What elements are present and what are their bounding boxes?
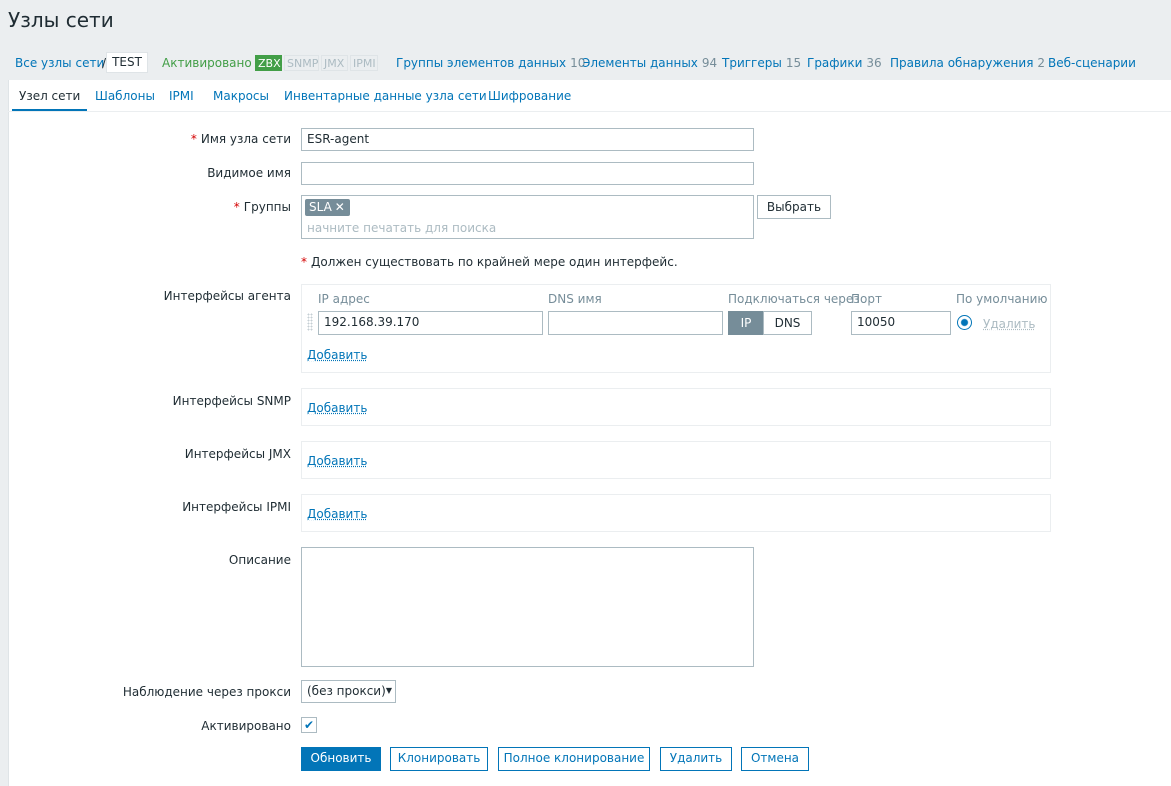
nav-item[interactable]: Триггеры 15 [722,56,801,70]
nav-link[interactable]: Триггеры [722,56,782,70]
tab[interactable]: Шаблоны [95,89,155,103]
dns-input[interactable] [548,311,723,335]
availability-badge: ZBX [255,55,282,71]
availability-badge: SNMP [284,55,319,71]
nav-item[interactable]: Элементы данных 94 [582,56,717,70]
button[interactable]: Клонировать [390,747,488,771]
note-text: Должен существовать по крайней мере один… [311,255,678,269]
nav-count: 10 [570,56,586,70]
availability-badge: IPMI [350,55,378,71]
field-label: Описание [228,553,291,567]
text-input[interactable]: ESR-agent [301,128,754,151]
ip-input[interactable]: 192.168.39.170 [318,311,543,335]
nav-item[interactable]: Группы элементов данных 10 [396,56,585,70]
placeholder: начните печатать для поиска [307,221,497,235]
tab[interactable]: Шифрование [488,89,572,103]
field-label: Интерфейсы IPMI [182,500,291,514]
default-radio[interactable] [957,315,972,330]
multiselect[interactable] [301,195,754,239]
nav-count: 94 [701,56,718,70]
nav-item[interactable]: Графики 36 [807,56,882,70]
remove-link[interactable]: Удалить [983,317,1036,331]
nav-count: 2 [1037,56,1046,70]
nav-link[interactable]: Группы элементов данных [396,56,567,70]
text-input[interactable] [301,162,754,185]
breadcrumb-separator: / [102,56,107,70]
availability-badge: JMX [321,55,348,71]
field-label: Наблюдение через прокси [122,685,291,699]
add-link[interactable]: Добавить [307,401,368,415]
field-label: Интерфейсы SNMP [172,394,291,408]
label-text: Группы [243,200,291,214]
select-arrow: ▼ [385,686,392,695]
tag-remove-icon[interactable]: ✕ [334,200,345,214]
nav-link[interactable]: Графики [807,56,863,70]
tab-active[interactable]: Узел сети [12,82,88,111]
breadcrumb-link[interactable]: Все узлы сети [15,56,105,70]
proxy-select[interactable]: (без прокси) ▼ [301,680,396,703]
column-header: По умолчанию [956,292,1048,306]
button[interactable]: Отмена [741,747,809,771]
port-input[interactable]: 10050 [851,311,951,335]
column-header: Порт [851,292,882,306]
field-label: * Группы [234,200,291,214]
interface-box [301,494,1051,532]
interface-box [301,388,1051,426]
add-link[interactable]: Добавить [307,507,368,521]
tab[interactable]: Макросы [213,89,269,103]
field-label: Интерфейсы агента [163,289,291,303]
column-header: DNS имя [548,292,602,306]
field-label: Видимое имя [207,166,291,180]
host-status: Активировано [162,56,252,70]
form-panel [8,80,1171,786]
nav-link[interactable]: Правила обнаружения [890,56,1034,70]
nav-link[interactable]: Веб-сценарии [1048,56,1136,70]
nav-count: 36 [866,56,882,70]
column-header: Подключаться через [728,292,860,306]
tab-divider [8,111,1171,112]
button[interactable]: Полное клонирование [498,747,650,771]
required-mark: * [233,200,240,214]
select-value: (без прокси) [307,684,386,698]
nav-link[interactable]: Элементы данных [582,56,698,70]
tab[interactable]: IPMI [169,89,194,103]
group-tag[interactable]: SLA ✕ [305,199,350,216]
field-label: * Имя узла сети [191,132,291,146]
required-mark: * [190,132,197,146]
label-text: Имя узла сети [200,132,291,146]
tab[interactable]: Инвентарные данные узла сети [284,89,487,103]
select-button[interactable]: Выбрать [757,195,831,219]
note: * Должен существовать по крайней мере оди… [301,255,678,269]
connect-toggle[interactable]: DNS [763,311,812,335]
nav-item[interactable]: Правила обнаружения 2 [890,56,1045,70]
field-label: Активировано [201,719,291,733]
tag-text: SLA [309,200,332,214]
field-label: Интерфейсы JMX [184,447,291,461]
add-link[interactable]: Добавить [307,348,368,362]
required-mark: * [301,255,307,269]
nav-count: 15 [785,56,802,70]
interface-box [301,441,1051,479]
column-header: IP адрес [318,292,370,306]
enabled-checkbox[interactable]: ✔ [301,717,317,733]
connect-toggle-active[interactable]: IP [728,311,764,335]
add-link[interactable]: Добавить [307,454,368,468]
breadcrumb-host: TEST [106,52,148,73]
button[interactable]: Удалить [660,747,732,771]
page-title: Узлы сети [8,8,114,32]
submit-button[interactable]: Обновить [301,747,381,771]
textarea[interactable] [301,547,754,667]
drag-handle[interactable] [307,313,313,331]
